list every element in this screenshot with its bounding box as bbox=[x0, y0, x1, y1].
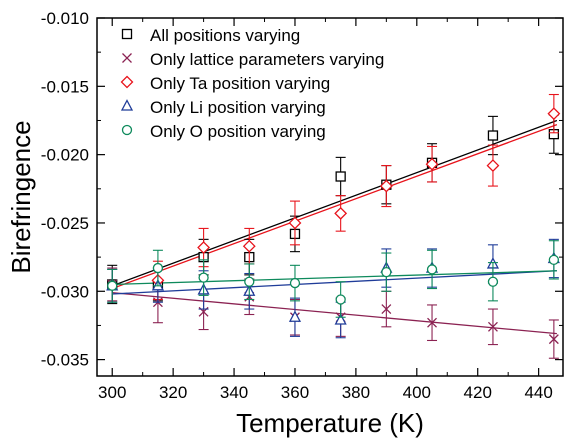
legend-label: Only Li position varying bbox=[150, 98, 326, 117]
data-point bbox=[426, 264, 438, 275]
x-tick-label: 300 bbox=[98, 383, 126, 402]
data-point bbox=[335, 171, 346, 182]
fit-line bbox=[112, 270, 557, 286]
legend-marker bbox=[121, 28, 133, 40]
data-point bbox=[334, 206, 348, 220]
data-point bbox=[548, 334, 559, 345]
data-point bbox=[288, 310, 302, 322]
x-tick-label: 420 bbox=[464, 383, 492, 402]
data-point bbox=[244, 276, 255, 287]
data-point bbox=[487, 130, 499, 141]
y-tick-label: -0.025 bbox=[41, 214, 89, 233]
x-tick-label: 400 bbox=[403, 383, 431, 402]
x-tick-label: 360 bbox=[281, 383, 309, 402]
data-point bbox=[547, 107, 561, 121]
legend-marker bbox=[121, 124, 133, 136]
data-point bbox=[381, 304, 392, 315]
x-tick-label: 440 bbox=[524, 383, 552, 402]
data-point bbox=[197, 241, 211, 254]
x-tick-label: 320 bbox=[159, 383, 187, 402]
legend-label: All positions varying bbox=[150, 26, 300, 45]
data-point bbox=[242, 239, 256, 253]
data-point bbox=[107, 280, 118, 291]
legend-label: Only O position varying bbox=[150, 122, 326, 141]
data-point bbox=[548, 254, 560, 266]
axis-ticks: 300 320 340 360 380 400 420 440 -0.035 -0.030 -0.0… bbox=[41, 9, 563, 402]
x-axis-title: Temperature (K) bbox=[236, 408, 424, 438]
data-point bbox=[379, 179, 393, 193]
data-point bbox=[381, 267, 392, 278]
data-point bbox=[152, 262, 164, 274]
data-point bbox=[487, 321, 498, 332]
y-tick-label: -0.020 bbox=[41, 146, 89, 165]
fit-lines bbox=[112, 119, 558, 335]
x-tick-label: 380 bbox=[342, 383, 370, 402]
data-point bbox=[486, 159, 500, 172]
data-markers bbox=[106, 93, 561, 359]
y-axis-title: Birefringence bbox=[6, 120, 36, 273]
data-point bbox=[288, 216, 302, 230]
y-tick-label: -0.030 bbox=[41, 282, 89, 301]
data-point bbox=[487, 276, 499, 287]
data-point bbox=[198, 272, 209, 283]
data-point bbox=[289, 277, 301, 289]
legend-label: Only Ta position varying bbox=[150, 74, 330, 93]
legend-marker bbox=[122, 53, 132, 63]
legend-label: Only lattice parameters varying bbox=[150, 50, 384, 69]
data-point bbox=[335, 294, 346, 305]
legend-marker bbox=[120, 75, 134, 89]
legend: All positions varying Only lattice parame… bbox=[120, 26, 384, 141]
fit-line bbox=[112, 123, 558, 290]
y-tick-label: -0.010 bbox=[41, 9, 89, 28]
y-tick-label: -0.035 bbox=[41, 351, 89, 370]
data-point bbox=[425, 157, 439, 171]
legend-marker bbox=[120, 99, 134, 111]
x-tick-label: 340 bbox=[220, 383, 248, 402]
data-point bbox=[427, 317, 437, 328]
plot-frame bbox=[96, 17, 564, 377]
fit-line bbox=[112, 119, 558, 287]
fit-line bbox=[112, 292, 557, 335]
y-tick-label: -0.015 bbox=[41, 77, 89, 96]
data-point bbox=[334, 313, 347, 325]
fit-line bbox=[112, 270, 557, 295]
